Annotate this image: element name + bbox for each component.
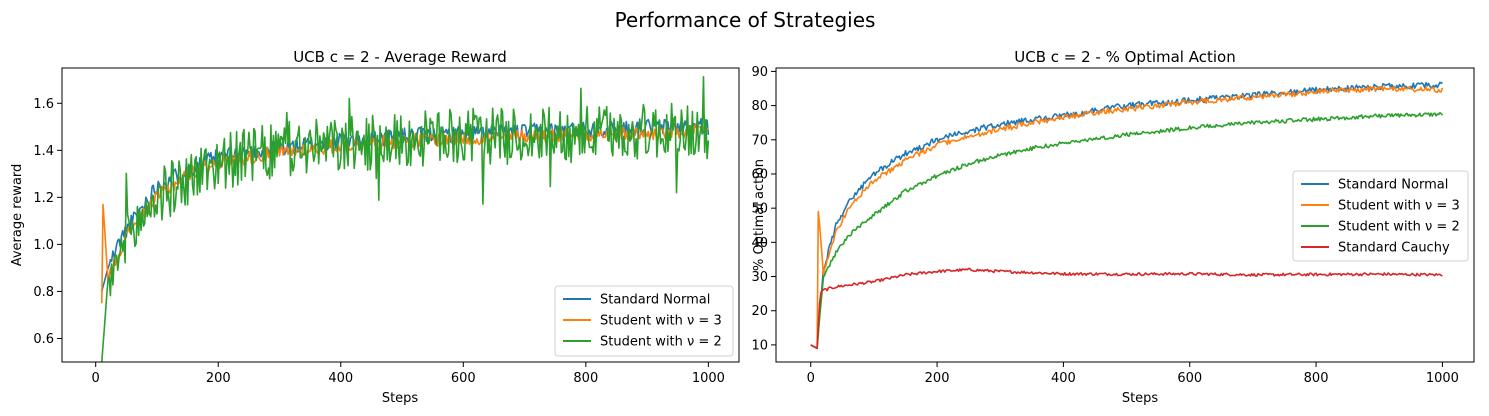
optimal-action-legend: Standard Normal Student with ν = 3 Student… (1292, 170, 1469, 262)
reward-y-tick-label: 1.0 (33, 238, 54, 253)
reward-axes-frame (61, 67, 740, 363)
optimal-action-series-line-student-with-2 (810, 111, 1444, 350)
optimal-action-x-tick-label: 400 (1051, 371, 1076, 386)
optimal-action-legend-box (1292, 170, 1469, 262)
optimal-action-legend-label-student-with-3: Student with ν = 3 (1338, 199, 1460, 214)
reward-legend: Standard Normal Student with ν = 3 Student… (554, 285, 734, 357)
optimal-action-y-tick-label: 90 (751, 65, 768, 80)
reward-x-tick-label: 1000 (692, 371, 725, 386)
optimal-action-panel: UCB c = 2 - % Optimal Action 0 200 400 600 8… (751, 48, 1475, 406)
optimal-action-legend-label-standard-normal: Standard Normal (1338, 178, 1448, 193)
optimal-action-y-tick-label: 60 (751, 167, 768, 182)
optimal-action-y-tick-label: 70 (751, 133, 768, 148)
reward-y-axis-label: Average reward (10, 164, 25, 267)
reward-y-tick-label: 0.6 (33, 332, 54, 347)
reward-series-layer (101, 76, 710, 362)
optimal-action-ticks: 0 200 400 600 800 1000 10 20 30 40 50 60 70 80 90 (751, 65, 1459, 386)
optimal-action-x-tick-label: 800 (1304, 371, 1329, 386)
optimal-action-axes-frame (775, 67, 1475, 363)
optimal-action-y-tick-label: 80 (751, 99, 768, 114)
optimal-action-x-tick-label: 600 (1177, 371, 1202, 386)
reward-y-tick-label: 1.2 (33, 191, 54, 206)
reward-x-tick-label: 0 (92, 371, 100, 386)
optimal-action-y-tick-label: 20 (751, 304, 768, 319)
reward-x-tick-label: 800 (573, 371, 598, 386)
optimal-action-x-tick-label: 0 (807, 371, 815, 386)
reward-x-tick-label: 400 (328, 371, 353, 386)
optimal-action-x-axis-label: Steps (1122, 391, 1159, 406)
optimal-action-y-axis-label: % Optimal action (752, 159, 767, 271)
optimal-action-x-tick-label: 200 (925, 371, 950, 386)
reward-y-tick-label: 1.6 (33, 97, 54, 112)
reward-x-axis-label: Steps (382, 391, 419, 406)
reward-x-tick-label: 600 (451, 371, 476, 386)
optimal-action-y-tick-label: 50 (751, 202, 768, 217)
optimal-action-panel-title: UCB c = 2 - % Optimal Action (1014, 48, 1235, 66)
optimal-action-legend-label-standard-cauchy: Standard Cauchy (1338, 241, 1450, 256)
reward-x-tick-label: 200 (206, 371, 231, 386)
reward-y-tick-label: 0.8 (33, 285, 54, 300)
optimal-action-series-line-standard-cauchy (810, 267, 1443, 350)
reward-series-line-student-with-2 (101, 76, 710, 362)
reward-legend-label-standard-normal: Standard Normal (600, 293, 710, 308)
reward-legend-label-student-with-2: Student with ν = 2 (600, 335, 722, 350)
figure-suptitle: Performance of Strategies (615, 8, 876, 32)
optimal-action-y-tick-label: 30 (751, 270, 768, 285)
reward-ticks: 0 200 400 600 800 1000 0.6 0.8 1.0 1.2 1.4 1.6 (33, 97, 725, 386)
reward-panel-title: UCB c = 2 - Average Reward (293, 48, 507, 66)
optimal-action-y-tick-label: 10 (751, 338, 768, 353)
optimal-action-x-tick-label: 1000 (1426, 371, 1459, 386)
reward-y-tick-label: 1.4 (33, 144, 54, 159)
optimal-action-series-layer (810, 81, 1444, 350)
reward-panel: UCB c = 2 - Average Reward 0 200 400 600 800… (10, 48, 740, 406)
reward-legend-label-student-with-3: Student with ν = 3 (600, 314, 722, 329)
optimal-action-y-tick-label: 40 (751, 236, 768, 251)
reward-legend-box (554, 285, 734, 357)
optimal-action-legend-label-student-with-2: Student with ν = 2 (1338, 220, 1460, 235)
optimal-action-series-line-student-with-3 (810, 85, 1444, 350)
reward-series-line-student-with-3 (101, 124, 710, 304)
